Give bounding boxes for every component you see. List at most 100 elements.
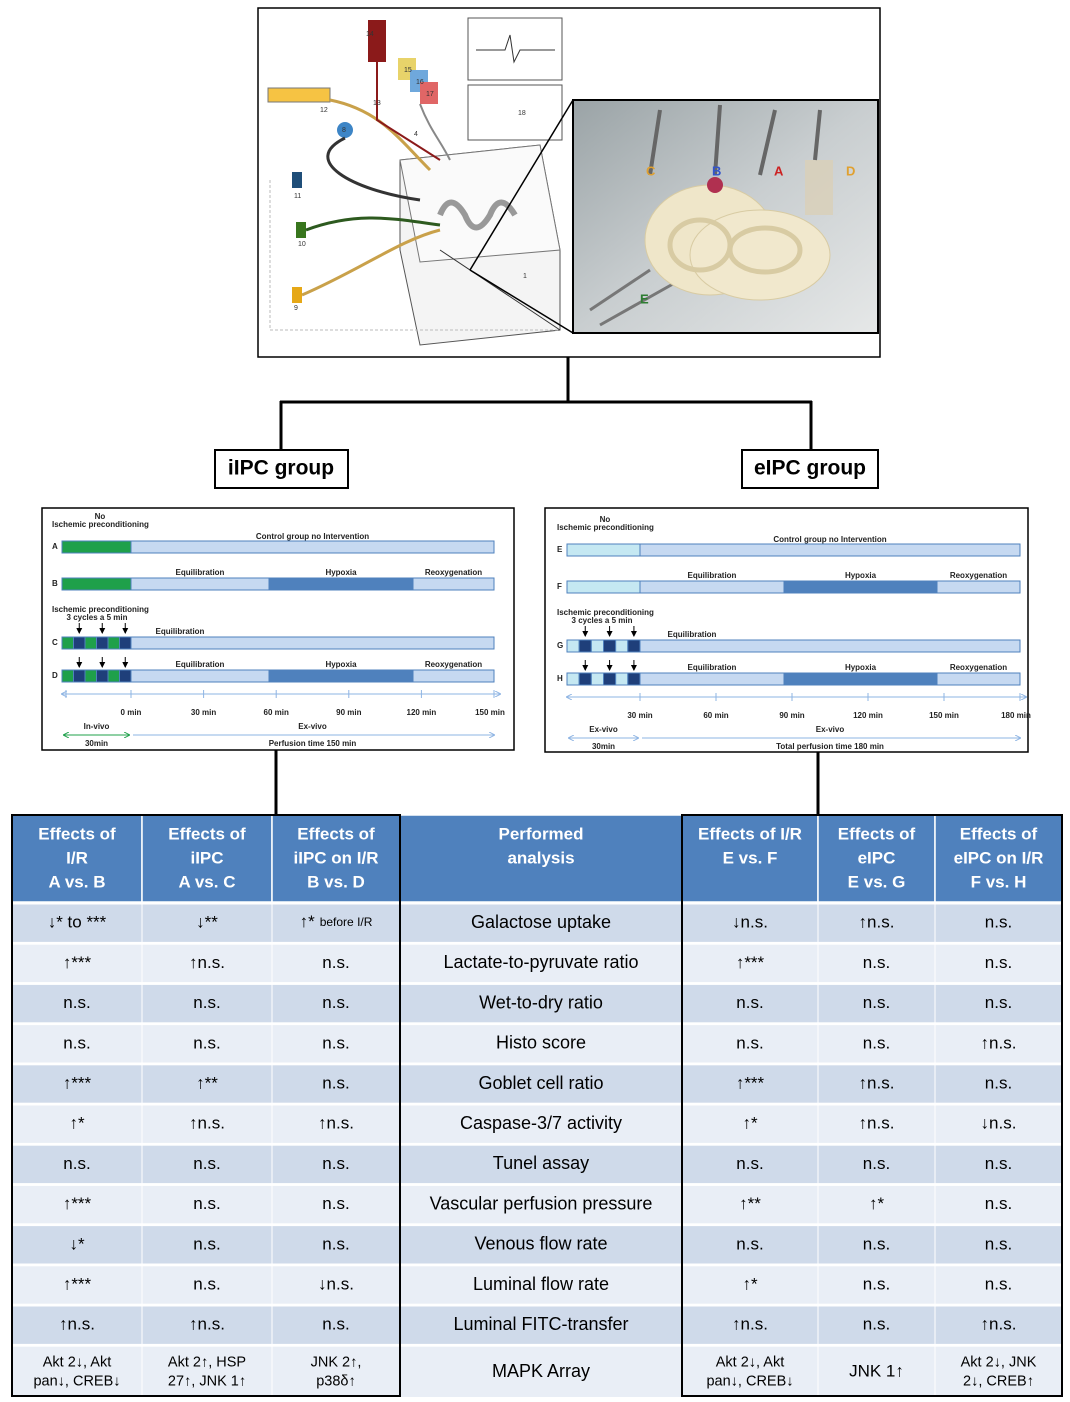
part-number: 4 [414, 131, 418, 138]
table-cell [817, 1345, 936, 1399]
table-cell [271, 1265, 401, 1305]
timeline-segment [119, 636, 132, 650]
cell-text: ↓** [196, 913, 218, 932]
table-cell [399, 1305, 683, 1345]
table-cell [399, 1184, 683, 1225]
timeline-label: Hypoxia [325, 660, 357, 669]
cell-text: n.s. [985, 1154, 1012, 1173]
row-label: C [52, 638, 58, 647]
cell-text: ↑*** [63, 1073, 92, 1092]
table-cell [271, 1225, 401, 1265]
part-number: 14 [366, 31, 374, 38]
timeline-segment [61, 540, 132, 554]
cell-text: Akt 2↓, JNK [961, 1355, 1037, 1371]
table-cell [141, 1305, 273, 1345]
cell-text: n.s. [736, 993, 763, 1012]
table-cell [681, 943, 819, 984]
table-cell [141, 1184, 273, 1225]
cell-text: 2↓, CREB↑ [963, 1374, 1034, 1390]
cell-text: n.s. [985, 993, 1012, 1012]
timeline-label: Equilibration [156, 627, 205, 636]
table-cell [141, 943, 273, 984]
cell-text: Wet-to-dry ratio [479, 992, 603, 1012]
timeline-label: Perfusion time 150 min [269, 739, 357, 748]
axis-tick-label: 120 min [853, 711, 883, 720]
cell-text: Histo score [496, 1033, 586, 1053]
axis-tick-label: 90 min [779, 711, 804, 720]
table-cell [681, 1144, 819, 1185]
header-text: Effects of [168, 824, 246, 843]
results-table: Effects of I/R A vs. B Effects of iIPC A vs. … [11, 814, 1063, 1399]
timeline-segment [627, 639, 641, 653]
row-label: H [557, 674, 563, 683]
cell-text: ↑n.s. [859, 1073, 895, 1092]
group-box [214, 449, 349, 489]
timeline-label: 30min [85, 739, 108, 748]
timeline-segment [936, 672, 1021, 686]
timeline-label: Total perfusion time 180 min [776, 742, 884, 751]
row-label: G [557, 641, 563, 650]
header-cell [934, 814, 1063, 903]
header-text: eIPC [858, 848, 896, 867]
axis-tick-label: 150 min [929, 711, 959, 720]
table-cell [271, 983, 401, 1024]
header-text: eIPC on I/R [954, 848, 1044, 867]
table-cell [399, 1144, 683, 1185]
cell-text: JNK 2↑, [311, 1355, 362, 1371]
table-cell [271, 1184, 401, 1225]
connectors [274, 357, 820, 815]
cell-text: n.s. [863, 1033, 890, 1052]
cell-text: n.s. [863, 953, 890, 972]
cell-text: n.s. [322, 1073, 349, 1092]
timeline-segment [936, 580, 1021, 594]
table-cell [681, 1305, 819, 1345]
timeline-label: Reoxygenation [950, 663, 1007, 672]
cell-text: n.s. [63, 1033, 90, 1052]
timeline-label: Hypoxia [845, 663, 877, 672]
cell-text: Lactate-to-pyruvate ratio [443, 952, 638, 972]
timeline-label: Ischemic preconditioning [52, 605, 149, 614]
timeline-label: In-vivo [84, 722, 110, 731]
table-cell [271, 1305, 401, 1345]
cell-text: ↑n.s. [189, 1114, 225, 1133]
timeline-segment [84, 636, 97, 650]
part-number: 18 [518, 110, 526, 117]
cell-text: ↑* [869, 1194, 885, 1213]
timeline-label: Equilibration [176, 568, 225, 577]
row-label: F [557, 582, 562, 591]
cell-text: n.s. [322, 1315, 349, 1334]
header-text: iIPC [190, 848, 223, 867]
table-cell [817, 1144, 936, 1185]
cell-text: n.s. [193, 993, 220, 1012]
part-number: 15 [404, 67, 412, 74]
cell-text: ↑*** [736, 953, 765, 972]
cell-text: ↑*** [63, 953, 92, 972]
table-cell [141, 1104, 273, 1144]
timeline-label: Hypoxia [325, 568, 357, 577]
table-cell [817, 1184, 936, 1225]
cell-text: ↑n.s. [981, 1315, 1017, 1334]
timeline-label: No [600, 515, 611, 524]
timeline-segment [566, 543, 641, 557]
timeline-label: Ex-vivo [816, 725, 845, 734]
timeline-segment [268, 669, 414, 683]
group-label: eIPC group [754, 457, 866, 480]
header-text: I/R [66, 848, 88, 867]
header-text: A vs. B [48, 872, 105, 891]
timeline-segment [566, 580, 641, 594]
part-number: 12 [320, 107, 328, 114]
timeline-segment [615, 672, 629, 686]
timeline-segment [590, 672, 604, 686]
table-cell [817, 1104, 936, 1144]
axis-tick-label: 60 min [264, 708, 289, 717]
timeline-segment [639, 672, 785, 686]
header-text: B vs. D [307, 872, 365, 891]
header-cell [817, 814, 936, 903]
cell-text: n.s. [985, 913, 1012, 932]
table-cell [681, 1104, 819, 1144]
table-cell [817, 983, 936, 1024]
part-number: 10 [298, 241, 306, 248]
header-text: F vs. H [971, 872, 1027, 891]
